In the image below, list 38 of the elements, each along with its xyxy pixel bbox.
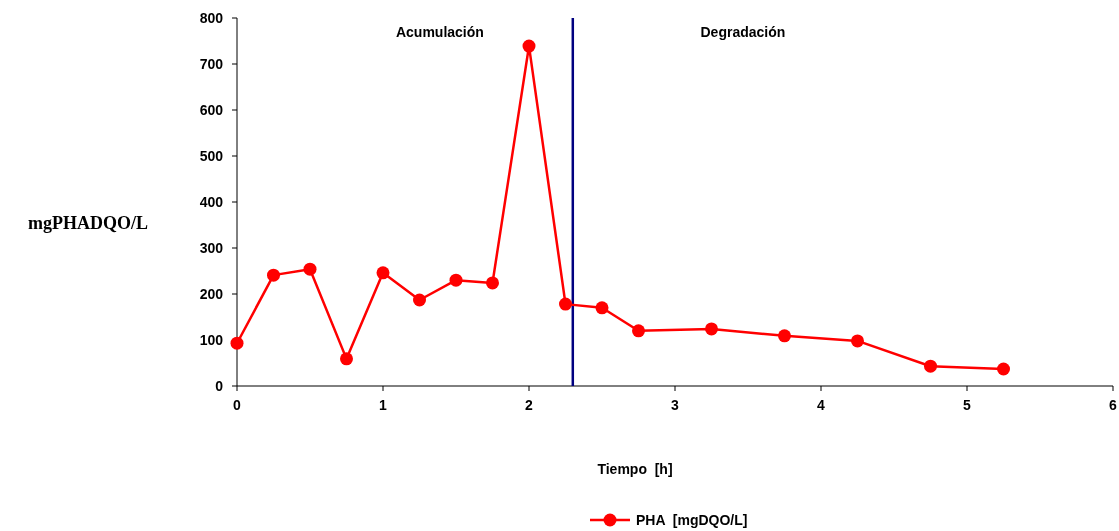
y-axis-title: mgPHADQO/L bbox=[28, 213, 148, 233]
point bbox=[997, 362, 1010, 376]
y-tick-label: 0 bbox=[215, 377, 224, 394]
x-tick-label: 4 bbox=[817, 397, 826, 413]
point bbox=[486, 276, 499, 290]
x-axis-title: Tiempo [h] bbox=[597, 461, 673, 477]
x-tick-label: 2 bbox=[525, 397, 534, 413]
point bbox=[376, 266, 390, 280]
point bbox=[230, 336, 244, 350]
point bbox=[851, 334, 864, 348]
point bbox=[303, 262, 317, 276]
point bbox=[340, 352, 353, 366]
y-tick-label: 300 bbox=[199, 239, 224, 256]
x-tick-label: 0 bbox=[233, 397, 242, 413]
y-tick-label: 200 bbox=[199, 285, 224, 302]
point bbox=[559, 297, 572, 311]
x-tick-label: 3 bbox=[671, 397, 680, 413]
x-tick-label: 1 bbox=[379, 397, 388, 413]
annotation: Degradación bbox=[700, 24, 786, 40]
y-tick-label: 500 bbox=[199, 147, 224, 164]
y-tick-label: 400 bbox=[199, 193, 224, 210]
y-tick-label: 700 bbox=[199, 55, 224, 72]
x-tick-label: 5 bbox=[963, 397, 972, 413]
point bbox=[595, 301, 609, 315]
point bbox=[778, 329, 791, 343]
point bbox=[522, 39, 536, 53]
point bbox=[924, 359, 937, 373]
point bbox=[632, 324, 645, 338]
point bbox=[413, 293, 426, 307]
y-tick-label: 600 bbox=[199, 101, 224, 118]
y-tick-label: 100 bbox=[199, 331, 224, 348]
point bbox=[705, 322, 718, 336]
y-tick-label: 800 bbox=[199, 9, 224, 26]
annotation: Acumulación bbox=[395, 24, 484, 40]
x-tick-label: 6 bbox=[1109, 397, 1118, 413]
point bbox=[449, 273, 463, 287]
point bbox=[267, 268, 280, 282]
legend-label: PHA [mgDQO/L] bbox=[636, 511, 748, 528]
